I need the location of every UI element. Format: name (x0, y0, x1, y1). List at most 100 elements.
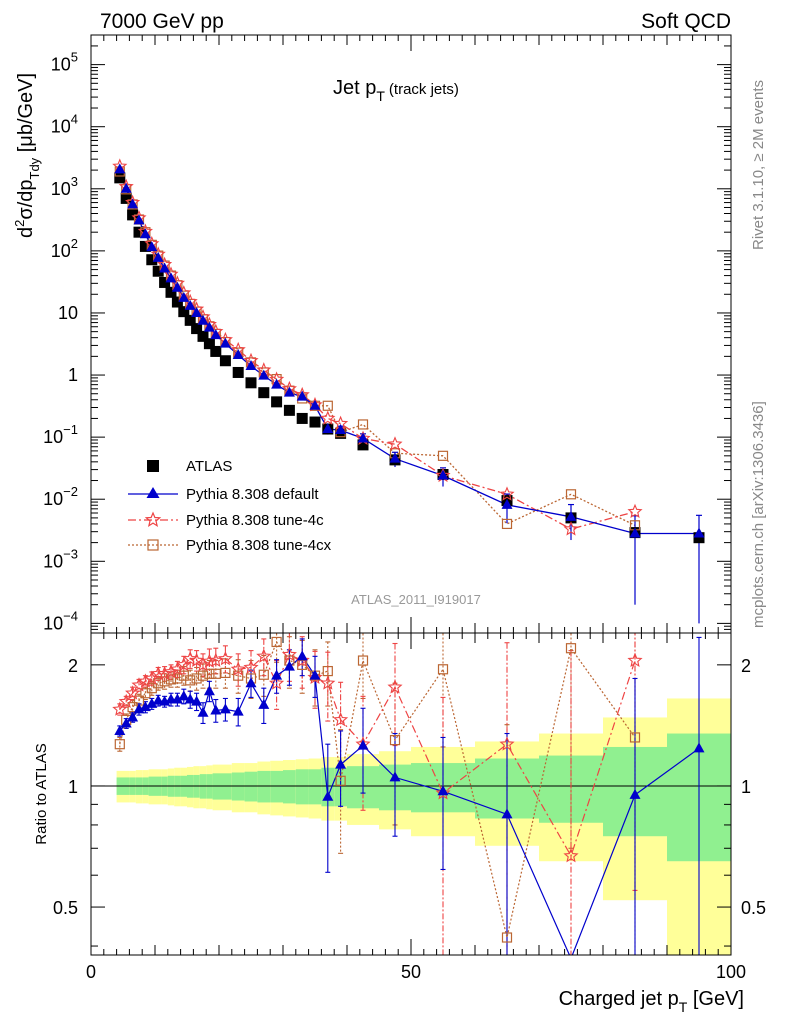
data-point-default (309, 399, 321, 410)
ylabel-part-unit: [μb/GeV] (15, 73, 37, 158)
ratio-point-default (296, 650, 308, 661)
data-point-atlas (146, 254, 158, 266)
chart-title: Jet pT (track jets) (333, 77, 459, 104)
data-point-default (283, 386, 295, 397)
data-point-atlas (357, 439, 369, 451)
ratio-point-default (191, 695, 203, 706)
ratio-point-default (357, 739, 369, 750)
ratio-point-default (335, 758, 347, 769)
ratio-point-tune4c (256, 648, 272, 663)
main-ytick-label: 1 (68, 365, 78, 385)
data-point-atlas (693, 532, 705, 544)
ratio-point-default (114, 724, 126, 735)
ratio-point-tune4cx (271, 636, 282, 648)
ytick-mantissa: 10 (43, 613, 63, 633)
ratio-point-default (322, 790, 334, 801)
legend-marker-default (146, 487, 160, 498)
legend-marker-atlas (147, 460, 159, 472)
data-point-atlas (271, 396, 283, 408)
data-point-default (203, 321, 215, 332)
ratio-y-tick-labels: 2 2 1 1 0.5 0.5 (53, 656, 766, 918)
data-point-default (296, 390, 308, 401)
ratio-point-tune4cx (220, 667, 231, 678)
ytick-exponent: −4 (63, 608, 78, 623)
main-ytick-label: 103 (51, 174, 78, 199)
x-axis-label-unit: [GeV] (687, 988, 744, 1010)
data-point-default (271, 378, 283, 389)
ratio-point-default (258, 698, 270, 709)
ratio-point-tune4c (294, 652, 310, 667)
x-axis-label-sub: T (679, 999, 688, 1015)
legend-marker-tune4cx (147, 539, 159, 551)
ytick-exponent: −3 (63, 546, 78, 561)
ratio-point-tune4cx (565, 643, 577, 654)
ratio-point-default (171, 693, 183, 704)
ratio-point-tune4cx (258, 669, 269, 680)
data-point-default (210, 329, 222, 340)
ratio-point-default (245, 677, 257, 688)
ratio-point-default (127, 711, 139, 722)
data-point-default (437, 469, 449, 480)
data-point-atlas (178, 306, 190, 318)
data-point-default (197, 314, 209, 325)
data-point-default (565, 510, 577, 521)
ytick-mantissa: 10 (43, 489, 63, 509)
ratio-point-tune4c (125, 685, 141, 700)
data-point-default (133, 214, 145, 225)
ratio-series-layer (112, 633, 705, 955)
data-point-tune4c (627, 503, 643, 519)
ylabel-part-sub: Tdy (27, 157, 42, 179)
ratio-point-default (219, 703, 231, 714)
data-point-atlas (245, 377, 257, 389)
ytick-exponent: −1 (63, 422, 78, 437)
data-point-atlas (165, 286, 177, 298)
data-point-default (165, 272, 177, 283)
ytick-exponent: 5 (71, 50, 78, 65)
ratio-point-default (197, 706, 209, 717)
ratio-point-default (271, 669, 283, 680)
main-series-layer (112, 158, 705, 624)
ratio-point-tune4c (269, 675, 285, 690)
data-point-default (114, 163, 126, 174)
ratio-point-tune4c (435, 785, 451, 800)
data-point-default (178, 291, 190, 302)
band-inner (270, 770, 283, 803)
ratio-point-tune4c (243, 659, 259, 674)
main-ytick-label: 10 (58, 303, 78, 323)
ratio-point-tune4c (112, 701, 128, 716)
ratio-point-tune4c (201, 653, 217, 668)
ratio-point-default (152, 694, 164, 705)
data-point-atlas (232, 366, 244, 378)
ratio-point-default (283, 660, 295, 671)
ratio-point-tune4cx (389, 735, 401, 746)
ytick-exponent: −2 (63, 484, 78, 499)
legend-label-tune4c: Pythia 8.308 tune-4c (186, 512, 324, 529)
data-point-tune4cx (322, 400, 333, 411)
data-point-atlas (184, 314, 196, 326)
data-point-tune4c (499, 486, 515, 501)
band-inner (308, 769, 322, 805)
ytick-exponent: 2 (71, 236, 78, 251)
data-point-atlas (114, 172, 126, 184)
data-point-tune4c (563, 521, 579, 536)
ratio-point-tune4c (131, 677, 147, 692)
main-ytick-label: 10−2 (43, 484, 78, 509)
ratio-point-tune4c (182, 650, 198, 666)
legend-label-atlas: ATLAS (186, 458, 232, 475)
data-point-tune4cx (437, 450, 449, 461)
legend: ATLAS Pythia 8.308 default Pythia 8.308 … (128, 458, 332, 554)
ytick-mantissa: 10 (51, 179, 71, 199)
data-point-atlas (296, 412, 308, 424)
ratio-point-default (184, 693, 196, 704)
data-point-default (357, 432, 369, 443)
data-point-default (152, 251, 164, 262)
ratio-point-tune4cx (191, 673, 202, 684)
ratio-point-tune4cx (501, 932, 513, 943)
data-point-atlas (159, 276, 171, 288)
data-point-default (693, 527, 705, 538)
chart-title-sub: T (376, 88, 385, 104)
ytick-mantissa: 10 (51, 241, 71, 261)
ratio-point-tune4c (307, 669, 323, 684)
data-point-default (389, 452, 401, 463)
